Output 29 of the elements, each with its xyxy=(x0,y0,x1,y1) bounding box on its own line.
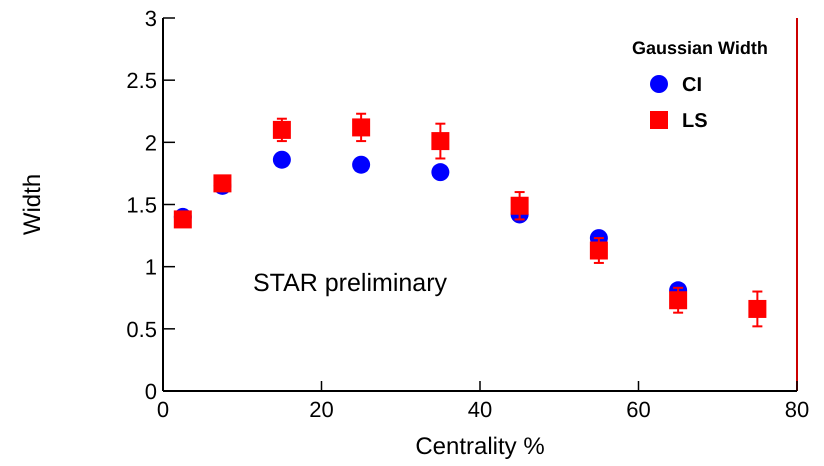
point xyxy=(510,196,529,215)
point xyxy=(590,242,608,260)
y-tick-label: 1 xyxy=(144,254,157,280)
y-tick-label: 2.5 xyxy=(126,68,157,94)
annotation: STAR preliminary xyxy=(253,269,448,297)
point xyxy=(352,156,370,174)
y-tick-label: 1.5 xyxy=(126,192,157,218)
point xyxy=(431,132,450,150)
point xyxy=(213,174,232,192)
legend-label: LS xyxy=(682,110,708,132)
x-tick-label: 80 xyxy=(784,397,810,422)
y-tick-label: 3 xyxy=(144,6,157,31)
point xyxy=(174,210,192,228)
point xyxy=(272,150,291,169)
point xyxy=(431,163,450,182)
legend-title: Gaussian Width xyxy=(632,38,768,58)
x-tick-label: 60 xyxy=(626,397,651,422)
legend-label: CI xyxy=(682,74,702,96)
point xyxy=(352,118,370,136)
point xyxy=(272,120,291,139)
y-tick-label: 0.5 xyxy=(126,316,157,342)
x-axis-title: Centrality % xyxy=(415,433,545,460)
point xyxy=(669,291,688,310)
x-tick-label: 40 xyxy=(468,397,492,422)
y-tick-label: 0 xyxy=(144,379,157,404)
point xyxy=(748,300,766,318)
x-tick-label: 20 xyxy=(309,397,334,422)
y-axis-title: Width xyxy=(19,174,46,236)
y-tick-label: 2 xyxy=(144,130,157,156)
